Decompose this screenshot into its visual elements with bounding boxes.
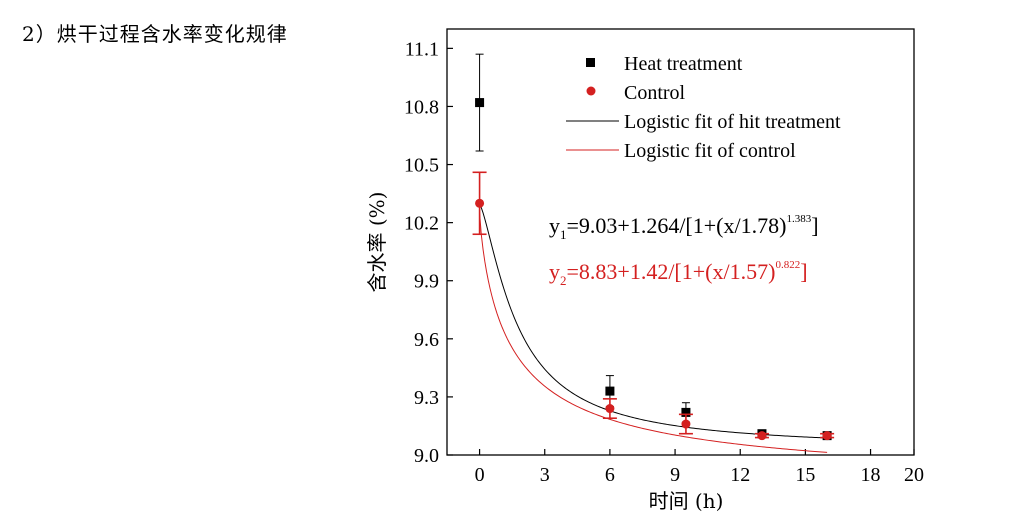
y-axis-title: 含水率 (%): [365, 192, 389, 293]
point-0-2: [681, 407, 691, 417]
x-axis-title: 时间 (h): [649, 489, 724, 513]
eq1-prefix: y: [549, 213, 560, 238]
eq2-sub: 2: [560, 273, 567, 288]
eq1-sub: 1: [560, 227, 567, 242]
point-1-1: [605, 404, 615, 414]
section-heading: 2）烘干过程含水率变化规律: [22, 22, 288, 46]
x-tick-label-5: 15: [795, 464, 815, 486]
legend-control-marker: [586, 86, 596, 96]
eq2-body: =8.83+1.42/[1+(x/1.57): [567, 259, 776, 284]
y-tick-label-5: 10.5: [404, 155, 439, 177]
y-tick-label-2: 9.6: [414, 329, 439, 351]
eq2-end: ]: [800, 259, 807, 284]
point-1-0: [475, 198, 485, 208]
legend-fit-control-label: Logistic fit of control: [624, 140, 796, 162]
point-0-0: [475, 98, 485, 108]
x-tick-label-1: 3: [540, 464, 550, 486]
eq1-sup: 1.383: [786, 213, 811, 225]
y-tick-label-7: 11.1: [405, 38, 439, 60]
y-tick-label-6: 10.8: [404, 96, 439, 118]
legend-heat-marker: [586, 58, 595, 67]
fit-curve-0: [479, 204, 828, 439]
y-tick-label-3: 9.9: [414, 271, 439, 293]
y-tick-label-1: 9.3: [414, 387, 439, 409]
eq2-sup: 0.822: [775, 259, 800, 271]
legend: Heat treatment Control Logistic fit of h…: [566, 53, 841, 162]
legend-heat-label: Heat treatment: [624, 53, 743, 75]
y-tick-label-4: 10.2: [404, 213, 439, 235]
equation-control: y2=8.83+1.42/[1+(x/1.57)0.822]: [549, 259, 808, 288]
point-1-4: [822, 431, 832, 441]
point-0-1: [605, 386, 615, 396]
x-tick-label-3: 9: [670, 464, 680, 486]
fit-curve-1: [479, 212, 828, 453]
x-tick-label-0: 0: [475, 464, 485, 486]
point-1-3: [757, 431, 767, 441]
legend-control-label: Control: [624, 82, 686, 104]
y-tick-label-0: 9.0: [414, 445, 439, 467]
plot-frame: [446, 28, 915, 456]
equation-heat: y1=9.03+1.264/[1+(x/1.78)1.383]: [549, 213, 819, 242]
legend-fit-heat-label: Logistic fit of hit treatment: [624, 111, 841, 133]
plot-layer: 0 3 6 9 12 15 18 209.09.39.69.910.210.510.811.1: [404, 28, 924, 486]
eq1-body: =9.03+1.264/[1+(x/1.78): [567, 213, 787, 238]
point-1-2: [681, 419, 691, 429]
x-tick-label-2: 6: [605, 464, 615, 486]
eq2-prefix: y: [549, 259, 560, 284]
x-tick-label-6: 18: [861, 464, 881, 486]
x-tick-label-7: 20: [904, 464, 924, 486]
x-tick-label-4: 12: [730, 464, 750, 486]
eq1-end: ]: [811, 213, 818, 238]
